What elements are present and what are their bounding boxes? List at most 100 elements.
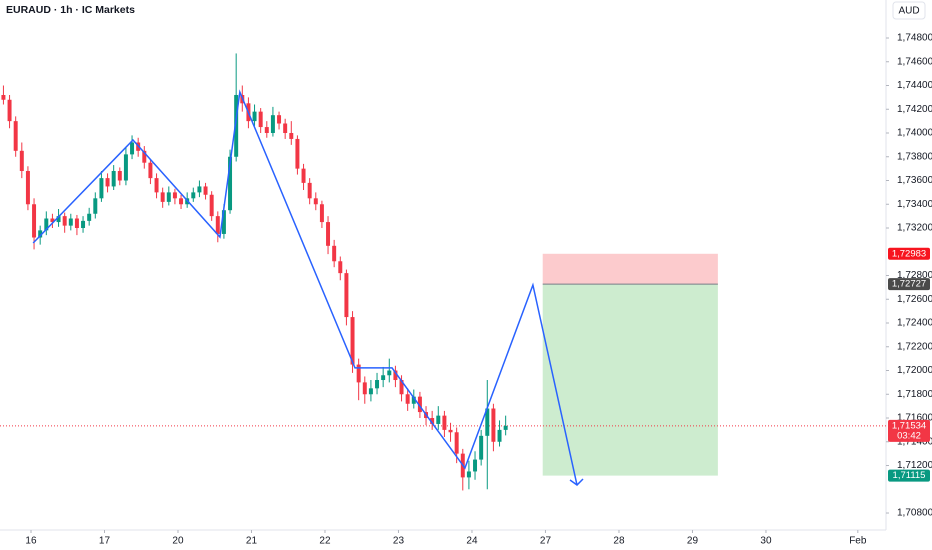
y-tick-label: 1,73400 [897,199,932,210]
candle-body [473,459,478,472]
candle-body [32,204,37,238]
candle-body [1,95,6,100]
price-label: 1,72983 [892,248,926,259]
candle-body [436,415,441,424]
x-tick-label: 22 [319,536,331,547]
candle-body [44,218,49,231]
candle-body [191,192,196,199]
candle-body [87,213,92,221]
x-tick-label: 24 [466,536,478,547]
candle-body [209,194,214,217]
candle-body [166,192,171,202]
price-label: 1,71115 [893,470,926,481]
candle-body [264,127,269,134]
currency-button[interactable] [892,1,926,20]
candle-body [503,425,508,430]
price-label-box [888,469,930,482]
y-tick-label: 1,71800 [897,389,932,400]
candle-body [270,115,275,134]
candle-body [81,220,86,229]
candle-body [393,370,398,381]
candle-body [326,222,331,246]
stop-zone [542,253,718,285]
y-tick-label: 1,74600 [897,56,932,67]
candle-body [356,364,361,383]
y-tick-label: 1,73200 [897,223,932,234]
target-zone [542,284,718,476]
candle-body [491,408,496,442]
candle-body [350,317,355,365]
candle-body [258,111,263,128]
candle-body [160,192,165,202]
candle-body [234,95,239,157]
candle-body [172,192,177,199]
candle-body [74,218,79,229]
candle-body [485,408,490,436]
candle-body [448,429,453,433]
x-tick-label: 27 [540,536,552,547]
y-tick-label: 1,74000 [897,128,932,139]
current-price-label: 1,71534 [892,420,926,431]
candle-body [25,171,30,205]
candle-body [56,216,61,223]
current-price-box [888,419,930,442]
candle-body [228,156,233,211]
candle-body [68,218,73,226]
arrow-head [569,478,584,486]
candle-body [295,138,300,169]
price-label: 1,72727 [892,279,926,290]
currency-label[interactable]: AUD [898,6,919,17]
candle-body [442,415,447,430]
y-tick-label: 1,73600 [897,175,932,186]
x-tick-label: 23 [393,536,405,547]
price-label-box [888,278,930,291]
y-tick-label: 1,74200 [897,104,932,115]
y-tick-label: 1,71400 [897,436,932,447]
candle-body [148,162,153,179]
y-tick-label: 1,72000 [897,365,932,376]
candle-body [387,370,392,376]
candle-body [62,216,67,226]
y-tick-label: 1,74800 [897,33,932,44]
candle-body [332,245,337,262]
y-tick-label: 1,71600 [897,413,932,424]
candle-body [105,178,110,187]
candle-body [375,380,380,389]
candle-body [50,218,55,223]
y-tick-label: 1,70800 [897,508,932,519]
x-tick-label: 30 [760,536,772,547]
candle-body [454,432,459,454]
candle-body [301,168,306,183]
x-tick-label: Feb [849,536,867,547]
y-tick-label: 1,73800 [897,151,932,162]
candle-body [417,396,422,413]
candle-body [38,230,43,238]
candle-body [117,171,122,181]
candle-body [111,171,116,187]
candle-body [368,388,373,395]
candle-body [466,471,471,478]
y-tick-label: 1,72400 [897,318,932,329]
candle-body [93,198,98,214]
candle-body [362,382,367,395]
y-tick-label: 1,72800 [897,270,932,281]
countdown-label: 03:42 [897,430,921,441]
candle-body [215,216,220,234]
candle-body [197,186,202,193]
price-label-box [888,247,930,260]
candle-body [123,154,128,181]
candle-body [307,182,312,199]
candle-body [405,394,410,404]
candle-body [289,133,294,139]
candle-body [479,435,484,460]
x-tick-label: 21 [246,536,258,547]
candle-body [344,273,349,318]
candle-body [338,261,343,274]
candle-body [203,186,208,195]
zigzag-line [32,89,578,486]
y-tick-label: 1,72200 [897,341,932,352]
candle-body [381,375,386,381]
candle-body [313,198,318,205]
candle-body [399,380,404,395]
